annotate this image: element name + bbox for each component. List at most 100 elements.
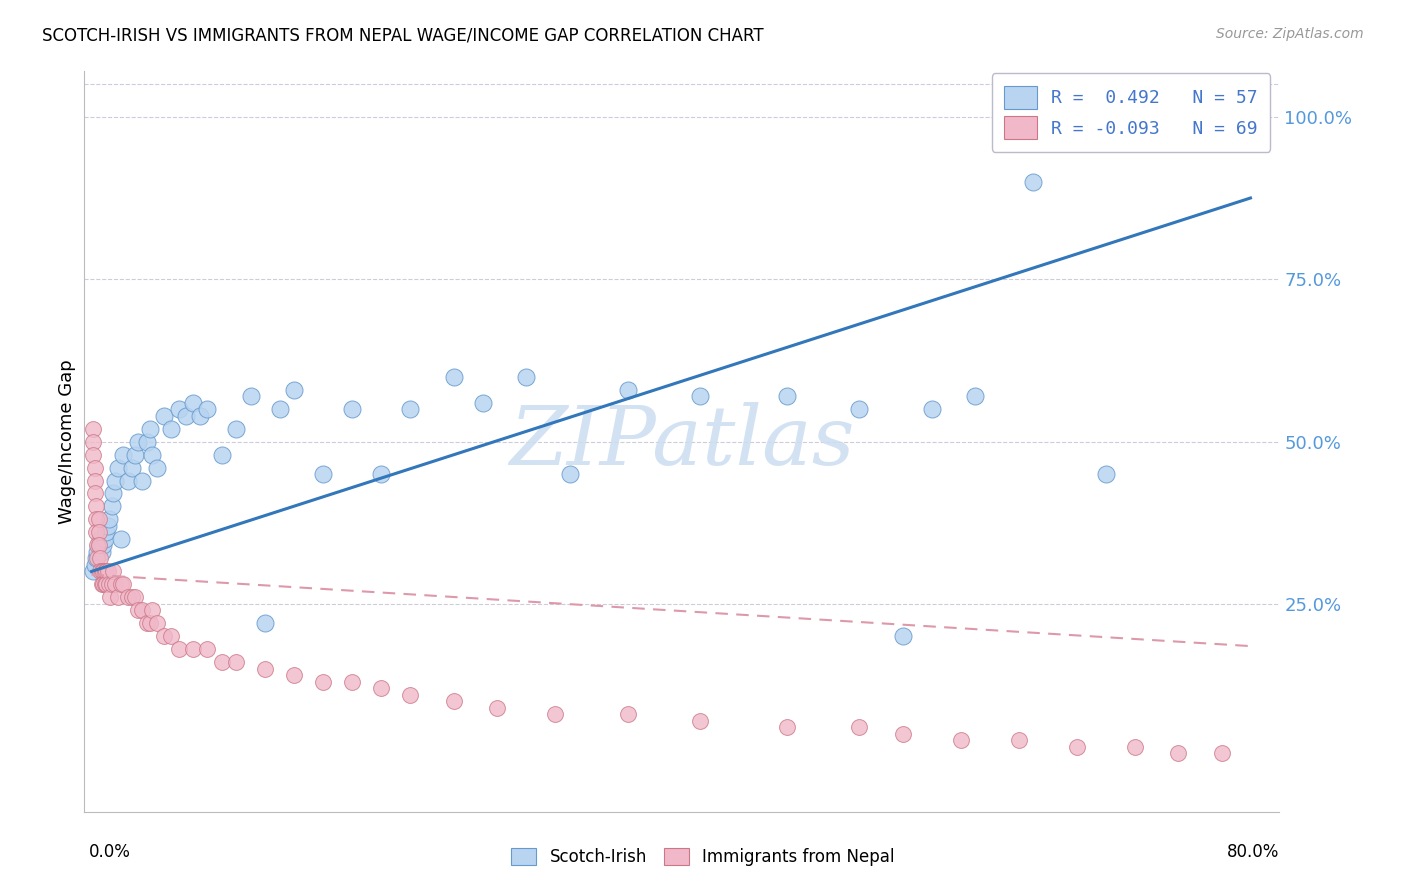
Point (84, 500, 107, 514)
Point (188, 409, 211, 423)
Point (312, 467, 335, 481)
Point (1094, 467, 1116, 481)
Point (486, 701, 509, 715)
Point (82, 434, 104, 449)
Point (776, 720, 799, 734)
Text: 80.0%: 80.0% (1227, 843, 1279, 861)
Point (112, 577, 135, 591)
Point (342, 402, 364, 417)
Point (776, 389, 799, 403)
Point (342, 674, 364, 689)
Point (84, 525, 107, 540)
Point (90, 577, 112, 591)
Point (135, 616, 157, 631)
Point (93, 532, 115, 546)
Point (124, 448, 146, 462)
Point (312, 674, 335, 689)
Point (949, 733, 972, 747)
Point (84, 512, 107, 526)
Point (87, 512, 110, 526)
Point (82, 421, 104, 435)
Point (94, 565, 117, 579)
Point (848, 720, 870, 734)
Point (131, 474, 153, 488)
Point (94, 577, 117, 591)
Point (87, 538, 110, 552)
Text: SCOTCH-IRISH VS IMMIGRANTS FROM NEPAL WAGE/INCOME GAP CORRELATION CHART: SCOTCH-IRISH VS IMMIGRANTS FROM NEPAL WA… (42, 27, 763, 45)
Point (616, 707, 638, 722)
Point (103, 565, 125, 579)
Point (399, 402, 422, 417)
Point (124, 591, 146, 605)
Point (399, 688, 422, 702)
Point (254, 616, 277, 631)
Point (87, 525, 110, 540)
Legend: Scotch-Irish, Immigrants from Nepal: Scotch-Irish, Immigrants from Nepal (503, 840, 903, 875)
Point (283, 668, 305, 682)
Point (167, 402, 190, 417)
Point (153, 629, 176, 643)
Point (225, 656, 247, 670)
Text: ZIPatlas: ZIPatlas (509, 401, 855, 482)
Point (141, 448, 163, 462)
Point (891, 727, 914, 741)
Point (127, 434, 149, 449)
Point (104, 474, 127, 488)
Point (86, 538, 108, 552)
Point (98, 577, 121, 591)
Point (82, 565, 104, 579)
Point (1167, 746, 1189, 760)
Point (121, 591, 143, 605)
Point (107, 591, 129, 605)
Point (965, 389, 987, 403)
Point (96, 565, 118, 579)
Point (616, 383, 638, 397)
Point (167, 642, 190, 657)
Point (283, 383, 305, 397)
Point (138, 616, 160, 631)
Point (98, 512, 121, 526)
Point (89, 532, 111, 546)
Point (93, 565, 115, 579)
Point (112, 448, 135, 462)
Point (197, 402, 219, 417)
Point (96, 519, 118, 533)
Point (153, 409, 176, 423)
Point (100, 591, 122, 605)
Point (515, 369, 537, 384)
Point (83, 460, 105, 475)
Point (90, 545, 112, 559)
Point (131, 603, 153, 617)
Point (1066, 739, 1088, 754)
Point (141, 603, 163, 617)
Point (104, 577, 127, 591)
Point (1008, 733, 1031, 747)
Point (921, 402, 943, 417)
Point (101, 500, 124, 514)
Point (689, 714, 711, 728)
Point (160, 421, 183, 435)
Point (269, 402, 291, 417)
Point (110, 577, 132, 591)
Point (84, 551, 107, 566)
Point (91, 538, 114, 552)
Point (86, 545, 108, 559)
Point (443, 694, 465, 708)
Point (146, 460, 169, 475)
Point (181, 395, 204, 409)
Point (89, 551, 111, 566)
Point (117, 591, 139, 605)
Point (87, 538, 110, 552)
Point (83, 486, 105, 500)
Point (135, 434, 157, 449)
Point (93, 577, 115, 591)
Point (83, 474, 105, 488)
Point (107, 460, 129, 475)
Point (848, 402, 870, 417)
Point (370, 467, 392, 481)
Point (254, 662, 277, 676)
Point (91, 577, 114, 591)
Point (103, 486, 125, 500)
Point (101, 577, 124, 591)
Point (138, 421, 160, 435)
